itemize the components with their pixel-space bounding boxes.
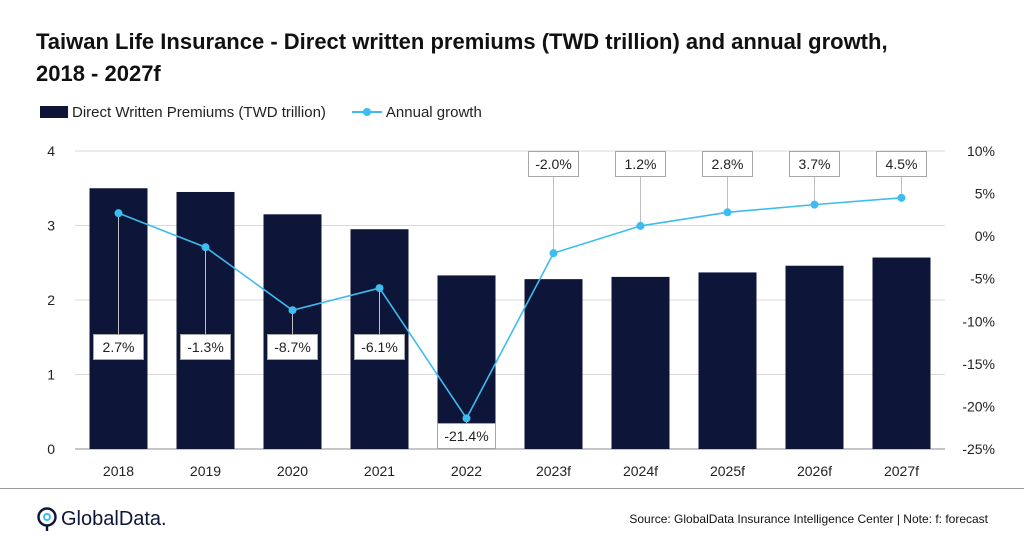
growth-data-label: 2.7%	[103, 339, 135, 355]
data-label-box	[528, 151, 579, 177]
data-label-box	[267, 334, 318, 360]
y-right-tick-label: 5%	[975, 186, 995, 202]
y-right-tick-label: -5%	[970, 271, 995, 287]
legend-item-growth: Annual growth	[351, 103, 482, 121]
legend-line-swatch	[351, 106, 382, 118]
growth-point	[810, 200, 819, 209]
x-tick-label: 2020	[277, 463, 308, 479]
bar	[785, 265, 844, 449]
growth-data-label: -21.4%	[444, 428, 488, 444]
logo-text: GlobalData.	[61, 507, 167, 530]
bar	[872, 257, 931, 449]
y-right-tick-label: -20%	[962, 398, 995, 414]
growth-data-label: -6.1%	[361, 339, 398, 355]
growth-data-label: 1.2%	[625, 156, 657, 172]
combo-chart: 0 1 2 3 4 -25% -20% -15% -10% -5% 0% 5% 10% 2018 2019 2…	[47, 143, 995, 479]
data-label-box	[437, 423, 496, 449]
x-tick-label: 2018	[103, 463, 134, 479]
legend-label-growth: Annual growth	[385, 103, 482, 121]
legend-label-premiums: Direct Written Premiums (TWD trillion)	[72, 103, 326, 121]
growth-data-label: 4.5%	[886, 156, 918, 172]
growth-line	[118, 197, 902, 420]
footer-divider	[0, 488, 1024, 489]
y-left-tick-label: 1	[47, 367, 55, 383]
growth-point	[636, 221, 645, 230]
bar	[524, 279, 583, 449]
data-label-box	[789, 151, 840, 177]
x-tick-label: 2021	[364, 463, 395, 479]
x-tick-label: 2019	[190, 463, 221, 479]
growth-data-label: 3.7%	[799, 156, 831, 172]
data-label-box	[702, 151, 753, 177]
x-tick-label: 2022	[451, 463, 482, 479]
growth-point	[462, 414, 471, 423]
growth-data-label: -1.3%	[187, 339, 224, 355]
growth-point	[897, 193, 906, 202]
data-label-box	[180, 334, 231, 360]
growth-point	[723, 208, 732, 217]
chart-legend: Direct Written Premiums (TWD trillion) A…	[40, 102, 508, 122]
y-left-tick-label: 2	[47, 292, 55, 308]
globaldata-logo-icon	[37, 507, 57, 531]
x-tick-label: 2027f	[884, 463, 919, 479]
data-label-box	[615, 151, 666, 177]
x-tick-label: 2024f	[623, 463, 658, 479]
y-right-tick-label: -15%	[962, 356, 995, 372]
growth-point	[114, 209, 123, 218]
globaldata-logo: GlobalData.	[36, 506, 167, 532]
bar	[611, 276, 670, 449]
y-left-tick-label: 4	[47, 143, 55, 159]
data-label-box	[354, 334, 405, 360]
growth-point	[201, 243, 210, 252]
x-tick-label: 2026f	[797, 463, 832, 479]
growth-data-label: -2.0%	[535, 156, 572, 172]
legend-bar-swatch	[40, 106, 68, 118]
y-right-tick-label: 0%	[975, 228, 995, 244]
bar	[698, 272, 757, 449]
growth-point	[288, 306, 297, 315]
growth-point	[375, 284, 384, 293]
growth-data-label: -8.7%	[274, 339, 311, 355]
y-left-tick-label: 0	[47, 441, 55, 457]
growth-point	[549, 249, 558, 258]
y-right-tick-label: 10%	[967, 143, 995, 159]
y-left-tick-label: 3	[47, 218, 55, 234]
y-right-tick-label: -10%	[962, 313, 995, 329]
source-note: Source: GlobalData Insurance Intelligenc…	[629, 512, 988, 526]
data-label-box	[93, 334, 144, 360]
data-label-box	[876, 151, 927, 177]
y-right-tick-label: -25%	[962, 441, 995, 457]
growth-data-label: 2.8%	[712, 156, 744, 172]
x-tick-label: 2023f	[536, 463, 571, 479]
chart-title: Taiwan Life Insurance - Direct written p…	[36, 29, 888, 86]
legend-item-premiums: Direct Written Premiums (TWD trillion)	[40, 104, 326, 121]
x-tick-label: 2025f	[710, 463, 745, 479]
